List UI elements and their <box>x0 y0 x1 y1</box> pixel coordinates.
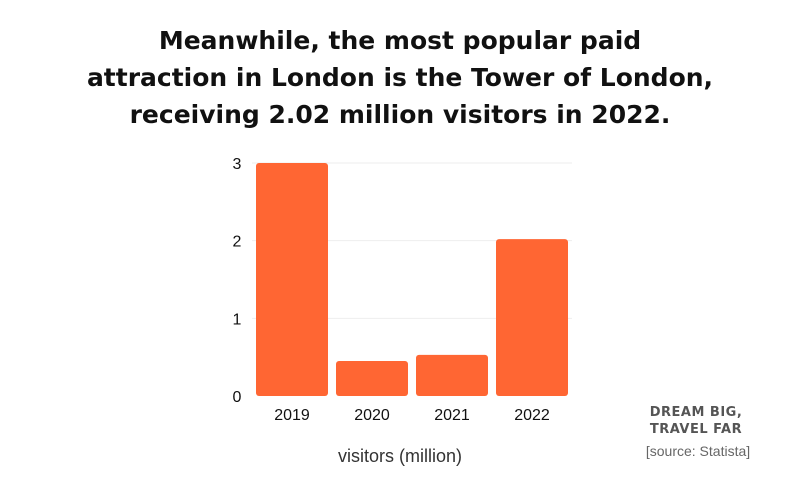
x-tick-label: 2020 <box>354 407 390 424</box>
bar <box>336 361 408 396</box>
x-tick-label: 2022 <box>514 407 550 424</box>
y-tick-label: 0 <box>233 389 242 406</box>
title-line-1: Meanwhile, the most popular paid <box>158 26 642 55</box>
bar <box>416 354 488 396</box>
brand-line-1: DREAM BIG, <box>649 405 743 420</box>
y-tick-label: 3 <box>233 156 242 173</box>
x-axis-label: visitors (million) <box>338 446 462 466</box>
title-line-2: attraction in London is the Tower of Lon… <box>86 63 714 92</box>
bar <box>496 239 568 396</box>
y-tick-label: 1 <box>233 311 242 328</box>
brand-logo: DREAM BIG, TRAVEL FAR <box>640 404 752 438</box>
source-note: [source: Statista] <box>645 443 751 459</box>
chart-title: Meanwhile, the most popular paid attract… <box>60 22 740 133</box>
x-tick-label: 2021 <box>434 407 470 424</box>
x-tick-label: 2019 <box>274 407 310 424</box>
title-line-3: receiving 2.02 million visitors in 2022. <box>129 100 671 129</box>
brand-line-2: TRAVEL FAR <box>649 422 743 437</box>
bar <box>256 163 328 396</box>
y-tick-label: 2 <box>233 234 242 251</box>
